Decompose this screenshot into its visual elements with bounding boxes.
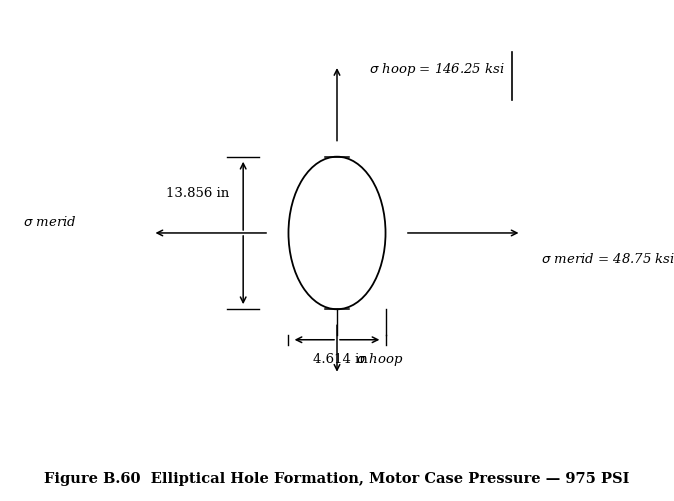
Text: $\sigma$ merid: $\sigma$ merid	[23, 214, 77, 228]
Text: $\sigma$ hoop = 146.25 ksi: $\sigma$ hoop = 146.25 ksi	[369, 61, 505, 78]
Text: 4.614 in: 4.614 in	[313, 353, 367, 366]
Text: Figure B.60  Elliptical Hole Formation, Motor Case Pressure — 975 PSI: Figure B.60 Elliptical Hole Formation, M…	[44, 472, 630, 486]
Text: 13.856 in: 13.856 in	[166, 187, 228, 200]
Text: $\sigma$ merid = 48.75 ksi: $\sigma$ merid = 48.75 ksi	[541, 252, 674, 266]
Text: $\sigma$ hoop: $\sigma$ hoop	[357, 351, 404, 368]
